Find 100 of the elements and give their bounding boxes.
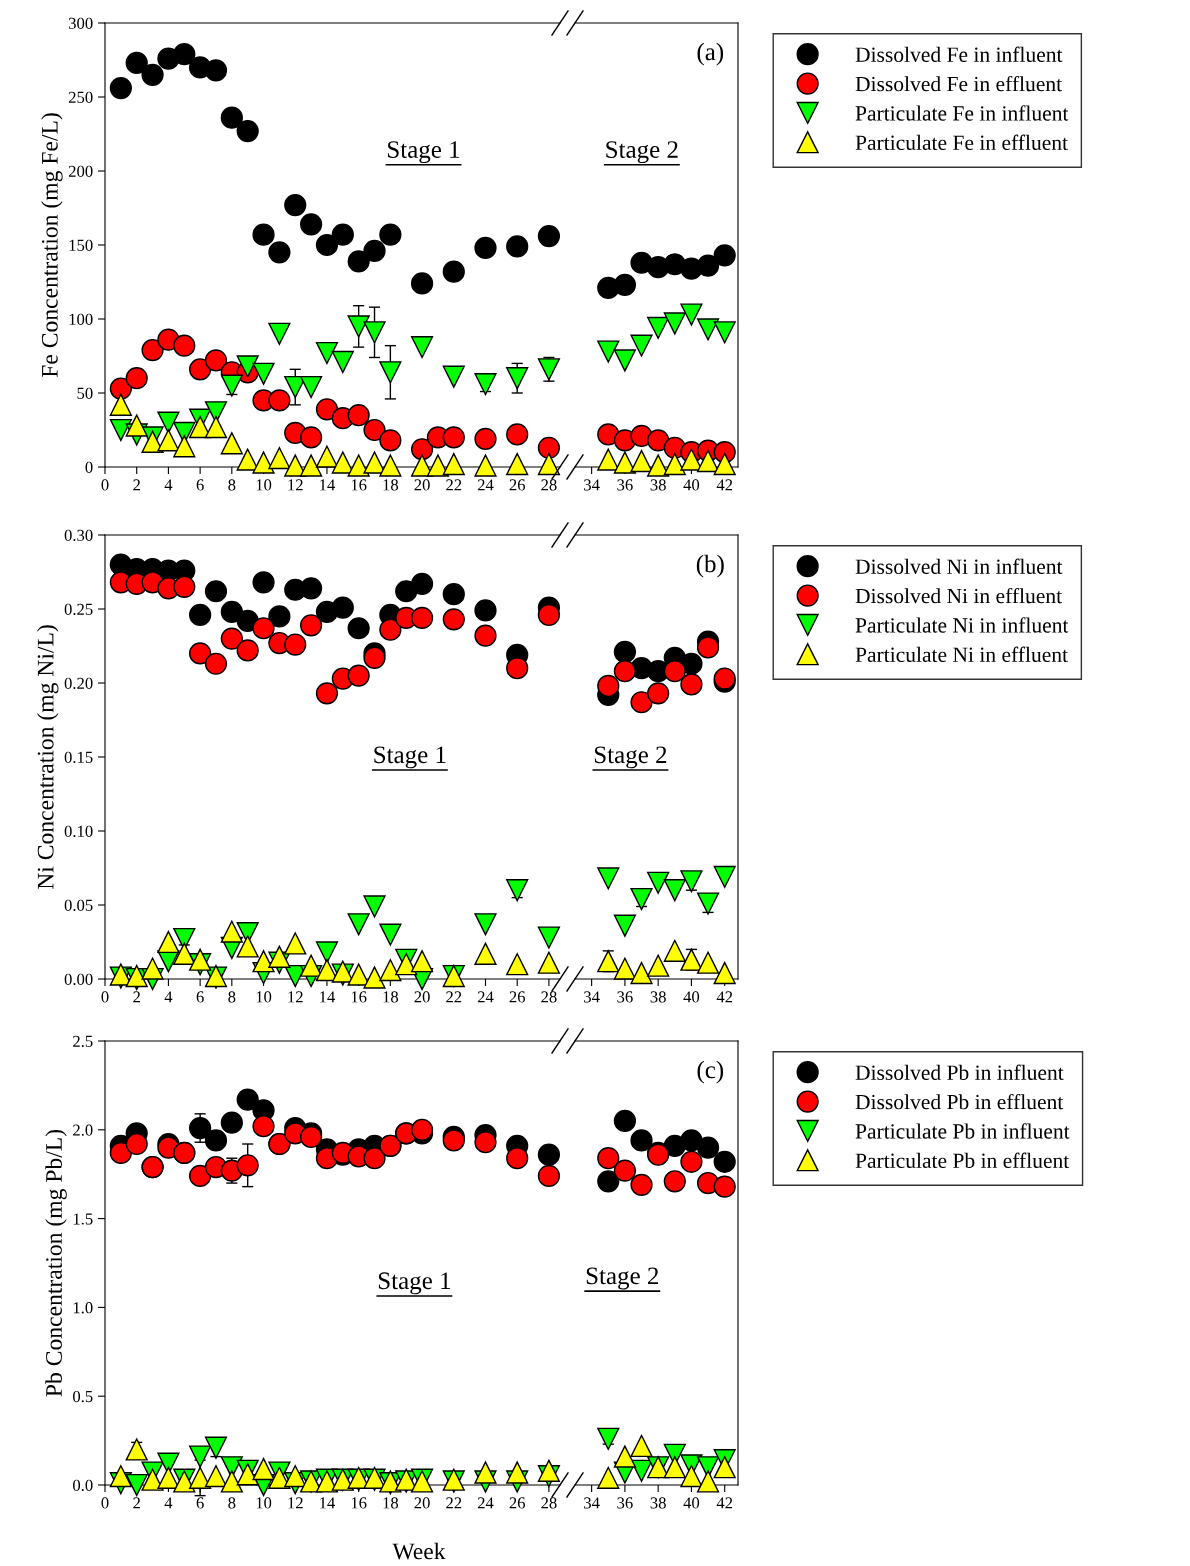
point (299, 577, 323, 600)
x-tick-label: 2 (133, 479, 140, 491)
annotation: Stage 2 (594, 746, 667, 769)
point (647, 454, 670, 477)
point (252, 451, 275, 474)
point (315, 233, 339, 257)
point (696, 892, 720, 915)
x-tick-label: 28 (541, 479, 557, 491)
x-tick-label: 4 (164, 1497, 173, 1509)
x-tick-label: 36 (617, 479, 633, 491)
point (220, 106, 243, 129)
point (442, 452, 465, 476)
point (268, 605, 291, 628)
point (268, 1466, 291, 1490)
point (204, 1436, 228, 1459)
x-tick-label: 12 (288, 991, 303, 1003)
point (125, 1132, 148, 1156)
x-tick-label: 10 (256, 991, 272, 1003)
point (125, 414, 148, 437)
point (173, 575, 196, 598)
point (506, 367, 529, 390)
x-tick-label: 36 (617, 991, 633, 1003)
annotation: (b) (696, 554, 724, 578)
point (597, 1147, 620, 1170)
point (630, 961, 653, 985)
x-tick-label: 24 (477, 1497, 494, 1509)
y-axis-title: Ni Concentration (mg Ni/L) (36, 625, 59, 890)
y-tick-label: 0.00 (64, 973, 93, 986)
x-tick-label: 0 (101, 479, 109, 491)
x-tick-label: 18 (383, 1497, 399, 1509)
point (630, 1173, 653, 1196)
point (109, 77, 132, 100)
point (680, 448, 703, 471)
y-tick-label: 2.0 (73, 1124, 93, 1136)
x-tick-label: 26 (509, 479, 526, 491)
point (613, 1159, 637, 1182)
annotation: (c) (697, 1060, 724, 1084)
point (630, 449, 653, 473)
annotation: Stage 2 (586, 1267, 659, 1290)
x-tick-label: 38 (650, 1497, 666, 1509)
y-tick-label: 2.5 (73, 1035, 93, 1048)
point (506, 452, 529, 476)
point (252, 362, 275, 385)
x-tick-label: 20 (414, 1497, 430, 1509)
point (189, 1116, 212, 1140)
point (613, 1109, 637, 1133)
point (204, 349, 228, 372)
point (713, 961, 736, 985)
point (189, 642, 212, 665)
point (315, 682, 339, 705)
point (347, 315, 370, 338)
point (331, 451, 354, 474)
point (713, 1150, 736, 1173)
point (663, 1456, 686, 1479)
point (597, 448, 620, 471)
point (647, 429, 670, 452)
x-tick-label: 24 (477, 991, 494, 1003)
x-tick-label: 10 (256, 479, 272, 491)
point (506, 423, 529, 446)
y-tick-label: 0.0 (73, 1479, 93, 1492)
annotation: Stage 1 (378, 1272, 451, 1295)
x-tick-label: 20 (414, 991, 430, 1003)
point (284, 633, 307, 656)
point (220, 627, 243, 650)
x-tick-label: 38 (650, 991, 666, 1003)
point (252, 223, 275, 246)
point (613, 660, 637, 683)
point (220, 1470, 243, 1493)
x-tick-label: 14 (320, 991, 336, 1003)
point (189, 1466, 212, 1490)
point (157, 411, 180, 434)
point (442, 583, 465, 606)
x-tick-label: 2 (133, 1497, 140, 1509)
x-tick-label: 8 (228, 991, 236, 1003)
point (713, 244, 736, 267)
point (713, 1175, 736, 1198)
point (663, 939, 686, 962)
point (252, 571, 275, 594)
x-tick-label: 28 (541, 1497, 557, 1509)
point (410, 438, 434, 461)
point (537, 1164, 561, 1188)
x-tick-label: 34 (584, 1497, 600, 1509)
point (236, 355, 259, 378)
point (284, 1465, 307, 1488)
y-tick-label: 250 (68, 91, 93, 103)
legend-label: Particulate Pb in effluent (855, 1152, 1070, 1168)
legend-label: Dissolved Pb in influent (855, 1064, 1064, 1080)
x-tick-label: 0 (101, 1497, 109, 1509)
point (663, 1170, 686, 1193)
x-tick-label: 42 (716, 1497, 733, 1509)
x-tick-label: 8 (228, 479, 236, 491)
point (284, 932, 307, 955)
legend-label: Particulate Fe in effluent (855, 134, 1068, 150)
point (363, 1147, 386, 1170)
point (696, 1470, 720, 1493)
point (696, 449, 720, 473)
point (315, 398, 339, 421)
x-tick-label: 2 (133, 991, 140, 1003)
point (141, 1468, 164, 1491)
x-tick-label: 36 (617, 1497, 633, 1509)
